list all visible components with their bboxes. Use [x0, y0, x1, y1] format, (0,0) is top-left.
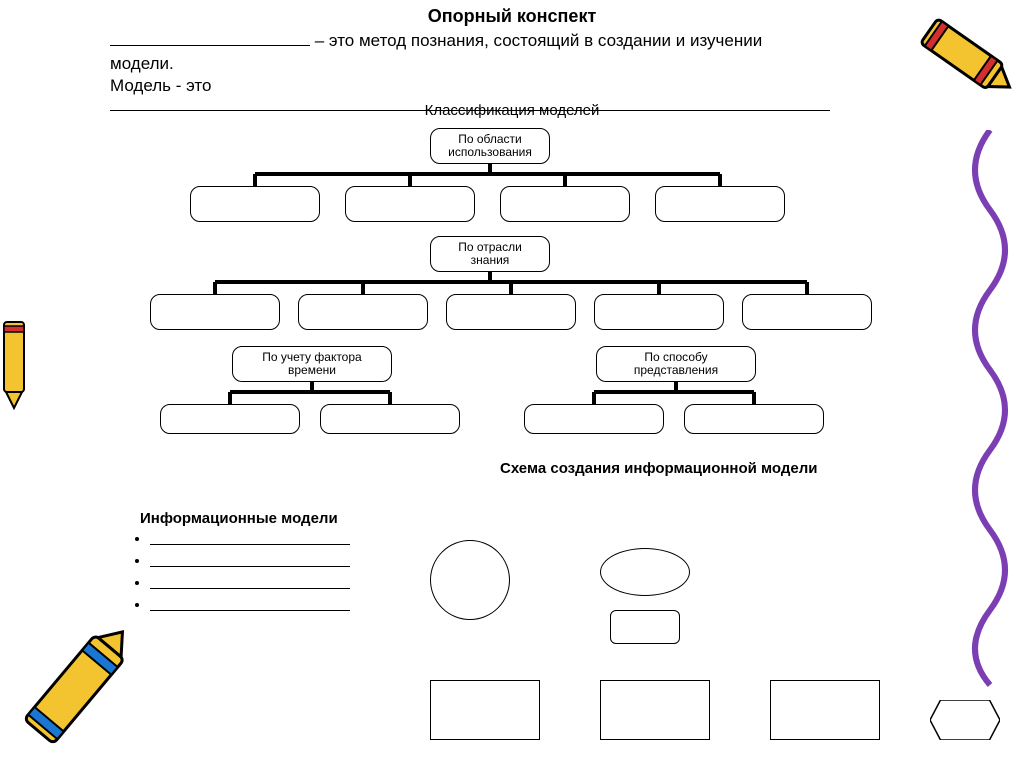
tree-node-empty — [742, 294, 872, 330]
list-item — [150, 530, 350, 546]
tree-node-empty — [160, 404, 300, 434]
info-model-list — [130, 530, 350, 618]
tree-node-labeled: По области использования — [430, 128, 550, 164]
crayon-small-left-icon — [0, 312, 30, 412]
tree-node-empty — [345, 186, 475, 222]
tree-node-empty — [446, 294, 576, 330]
tree-node-labeled: По способу представления — [596, 346, 756, 382]
list-item — [150, 596, 350, 612]
list-item — [150, 574, 350, 590]
shape-rect — [600, 680, 710, 740]
crayon-top-right-icon — [890, 0, 1020, 110]
tree-node-empty — [594, 294, 724, 330]
tree-node-empty — [150, 294, 280, 330]
tree-node-empty — [684, 404, 824, 434]
tree-node-empty — [655, 186, 785, 222]
list-item-blank — [150, 555, 350, 567]
tree-node-empty — [500, 186, 630, 222]
list-item-blank — [150, 599, 350, 611]
shape-rect — [430, 680, 540, 740]
tree-node-labeled: По учету фактора времени — [232, 346, 392, 382]
list-title: Информационные модели — [140, 510, 338, 527]
list-item-blank — [150, 577, 350, 589]
page: Опорный конспект – это метод познания, с… — [0, 0, 1024, 767]
crayon-bottom-left-icon — [0, 600, 150, 767]
shape-rounded-rect — [610, 610, 680, 644]
tree-node-labeled: По отрасли знания — [430, 236, 550, 272]
tree-node-empty — [298, 294, 428, 330]
schema-title: Схема создания информационной модели — [500, 460, 818, 477]
tree-node-empty — [320, 404, 460, 434]
list-item — [150, 552, 350, 568]
list-item-blank — [150, 533, 350, 545]
tree-node-empty — [190, 186, 320, 222]
shape-rect — [770, 680, 880, 740]
squiggle-right-icon — [950, 130, 1020, 690]
shape-circle — [430, 540, 510, 620]
shape-hexagon — [930, 700, 1000, 740]
tree-node-empty — [524, 404, 664, 434]
shape-ellipse — [600, 548, 690, 596]
